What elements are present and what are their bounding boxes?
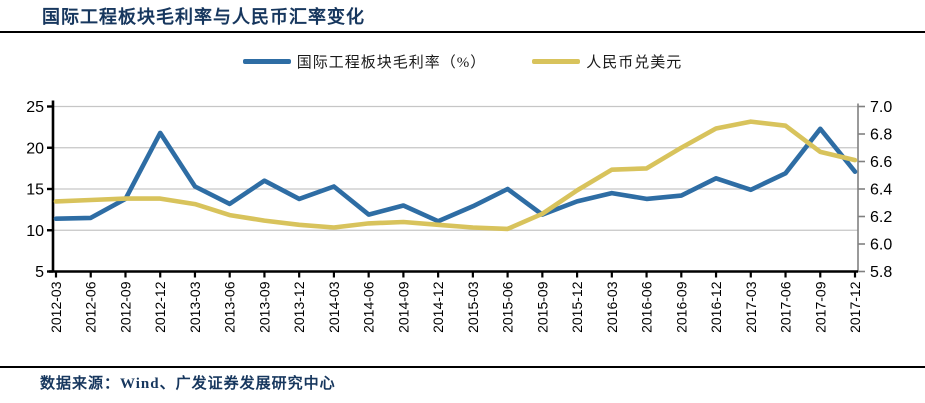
y-axis-right-tick-label: 6.8 <box>870 127 892 144</box>
x-axis-tick-label: 2014-06 <box>361 281 377 333</box>
x-axis-tick-label: 2013-12 <box>291 281 307 333</box>
y-axis-left-tick-label: 20 <box>26 140 44 157</box>
x-axis-tick-label: 2012-12 <box>152 281 168 333</box>
y-axis-left-tick-label: 5 <box>35 264 44 281</box>
legend-label: 国际工程板块毛利率（%） <box>296 54 487 71</box>
legend-item-gross-margin: 国际工程板块毛利率（%） <box>242 51 487 72</box>
y-axis-right-tick-label: 6.2 <box>870 209 892 226</box>
y-axis-left-tick-label: 25 <box>26 99 44 116</box>
legend-item-rmb-usd: 人民币兑美元 <box>532 51 682 72</box>
x-axis-tick-label: 2012-09 <box>117 281 133 333</box>
x-axis-tick-label: 2015-09 <box>534 281 550 333</box>
title-divider-line <box>0 31 925 33</box>
x-axis-tick-label: 2017-03 <box>743 281 759 333</box>
x-axis-tick-label: 2016-09 <box>673 281 689 333</box>
y-axis-left-tick-label: 15 <box>26 182 44 199</box>
y-axis-right-tick-label: 5.8 <box>870 264 892 281</box>
x-axis-tick-label: 2016-03 <box>604 281 620 333</box>
data-source-note: 数据来源：Wind、广发证券发展研究中心 <box>40 376 336 392</box>
x-axis-tick-label: 2013-06 <box>222 281 238 333</box>
chart-legend: 国际工程板块毛利率（%） 人民币兑美元 <box>0 48 925 74</box>
x-axis-tick-label: 2017-12 <box>847 281 863 333</box>
x-axis-tick-label: 2016-12 <box>708 281 724 333</box>
series-line-rmb-usd <box>53 119 858 232</box>
y-axis-left-tick-label: 10 <box>26 223 44 240</box>
footer-divider-line <box>0 366 925 368</box>
x-axis-tick-label: 2014-12 <box>430 281 446 333</box>
chart-title: 国际工程板块毛利率与人民币汇率变化 <box>42 7 365 27</box>
x-axis-tick-label: 2017-06 <box>778 281 794 333</box>
legend-swatch-yellow-line <box>532 58 581 64</box>
y-axis-right-tick-label: 6.0 <box>870 237 892 254</box>
y-axis-right-tick-label: 6.4 <box>870 182 892 199</box>
y-axis-right-tick-label: 7.0 <box>870 99 892 116</box>
x-axis-tick-label: 2014-03 <box>326 281 342 333</box>
series-line-gross-margin <box>53 126 858 224</box>
line-chart-canvas: 25 20 15 10 5 7.0 6.8 6.6 6.4 6.2 6.0 5.8 2012-03 201… <box>26 99 892 333</box>
legend-label: 人民币兑美元 <box>586 54 683 71</box>
legend-swatch-blue-line <box>242 58 291 64</box>
x-axis-tick-label: 2017-09 <box>812 281 828 333</box>
x-axis-tick-label: 2015-03 <box>465 281 481 333</box>
x-axis-tick-label: 2016-06 <box>639 281 655 333</box>
x-axis-tick-label: 2012-06 <box>83 281 99 333</box>
x-axis-tick-label: 2013-09 <box>256 281 272 333</box>
y-axis-right-tick-label: 6.6 <box>870 154 892 171</box>
x-axis-tick-label: 2014-09 <box>395 281 411 333</box>
x-axis-tick-label: 2013-03 <box>187 281 203 333</box>
x-axis-tick-label: 2012-03 <box>48 281 64 333</box>
x-axis-tick-label: 2015-06 <box>500 281 516 333</box>
x-axis-tick-label: 2015-12 <box>569 281 585 333</box>
